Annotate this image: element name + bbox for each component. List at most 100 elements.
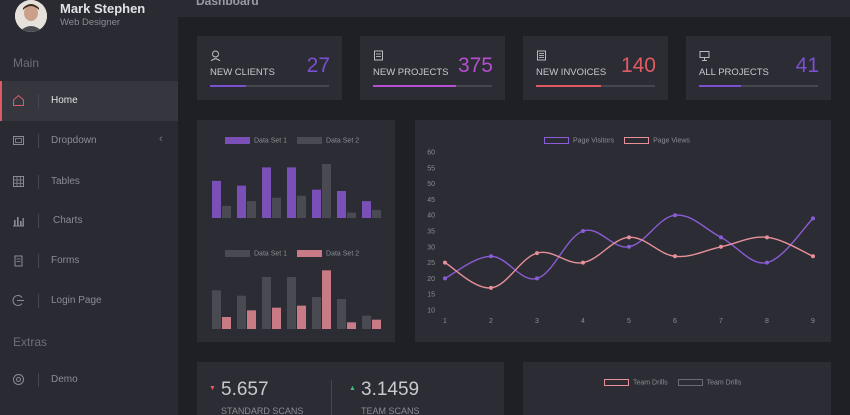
bar-data-set-2-7[interactable]: [372, 209, 381, 218]
legend-item[interactable]: Data Set 2: [297, 137, 359, 144]
profile-role: Web Designer: [60, 17, 121, 28]
bar-data-set-2-1[interactable]: [222, 317, 231, 329]
point-page-views-2[interactable]: [489, 285, 493, 290]
point-page-visitors-5[interactable]: [627, 244, 631, 249]
stat-card-new-clients[interactable]: NEW CLIENTS 27: [197, 36, 342, 100]
sidebar-item-forms[interactable]: Forms: [0, 241, 178, 281]
legend-item[interactable]: Data Set 2: [297, 250, 359, 257]
legend-item[interactable]: Page Visitors: [544, 137, 614, 144]
stat-label: NEW PROJECTS: [373, 67, 449, 78]
legend-swatch: [604, 379, 629, 386]
sidebar-item-charts[interactable]: Charts: [0, 201, 178, 241]
point-page-views-7[interactable]: [719, 244, 723, 249]
nav-separator: [38, 214, 39, 228]
bar-data-set-2-5[interactable]: [322, 164, 331, 218]
bar-data-set-1-1[interactable]: [212, 180, 221, 218]
stat-progress-track: [373, 85, 492, 87]
sidebar-item-home[interactable]: Home: [0, 81, 178, 121]
bar-data-set-1-7[interactable]: [362, 201, 371, 218]
y-tick-label: 15: [427, 292, 435, 299]
point-page-visitors-3[interactable]: [535, 276, 539, 281]
legend-item[interactable]: Team Drills: [604, 379, 668, 386]
sidebar-item-label: Dropdown: [51, 135, 97, 146]
legend-item[interactable]: Data Set 1: [225, 250, 287, 257]
bar-data-set-2-3[interactable]: [272, 197, 281, 218]
point-page-visitors-9[interactable]: [811, 216, 815, 221]
bar-data-set-2-3[interactable]: [272, 307, 281, 329]
kpi-value: 3.1459: [361, 379, 420, 400]
point-page-views-4[interactable]: [581, 260, 585, 265]
y-tick-label: 25: [427, 260, 435, 267]
point-page-visitors-2[interactable]: [489, 254, 493, 259]
bar-data-set-2-4[interactable]: [297, 195, 306, 218]
nav-separator: [38, 254, 39, 268]
bar-data-set-2-6[interactable]: [347, 322, 356, 329]
bar-data-set-1-2[interactable]: [237, 295, 246, 329]
point-page-views-8[interactable]: [765, 235, 769, 240]
stat-card-new-invoices[interactable]: NEW INVOICES 140: [523, 36, 668, 100]
top-header: Dashboard: [178, 0, 850, 17]
active-indicator: [0, 81, 2, 121]
bar-data-set-1-3[interactable]: [262, 277, 271, 329]
nav-separator: [38, 175, 39, 189]
legend-swatch: [225, 137, 250, 144]
bar-data-set-1-4[interactable]: [287, 277, 296, 329]
avatar[interactable]: [15, 0, 47, 32]
bar-data-set-1-6[interactable]: [337, 191, 346, 218]
stat-value: 27: [306, 54, 330, 77]
bar-data-set-2-5[interactable]: [322, 270, 331, 329]
page-title: Dashboard: [196, 0, 259, 8]
point-page-views-5[interactable]: [627, 235, 631, 240]
legend-item[interactable]: Data Set 1: [225, 137, 287, 144]
chevron-left-icon[interactable]: ‹: [159, 133, 163, 145]
point-page-visitors-1[interactable]: [443, 276, 447, 281]
point-page-views-6[interactable]: [673, 254, 677, 259]
bar-data-set-1-1[interactable]: [212, 290, 221, 329]
bar-data-set-2-2[interactable]: [247, 310, 256, 329]
stat-label: ALL PROJECTS: [699, 67, 769, 78]
bar-data-set-1-5[interactable]: [312, 297, 321, 329]
bar-data-set-1-2[interactable]: [237, 185, 246, 218]
y-tick-label: 50: [427, 181, 435, 188]
y-tick-label: 10: [427, 308, 435, 315]
profile-name: Mark Stephen: [60, 1, 146, 16]
point-page-visitors-4[interactable]: [581, 229, 585, 233]
legend-item[interactable]: Page Views: [624, 137, 690, 144]
bar-data-set-1-6[interactable]: [337, 299, 346, 329]
bar-data-set-1-5[interactable]: [312, 189, 321, 218]
point-page-views-3[interactable]: [535, 251, 539, 256]
legend-label: Data Set 1: [254, 137, 288, 145]
point-page-visitors-8[interactable]: [765, 260, 769, 265]
point-page-visitors-7[interactable]: [719, 235, 723, 240]
stat-progress-track: [536, 85, 655, 87]
point-page-views-1[interactable]: [443, 260, 447, 265]
bar-data-set-2-6[interactable]: [347, 212, 356, 218]
point-page-visitors-6[interactable]: [673, 213, 677, 218]
sidebar-item-dropdown[interactable]: Dropdown ‹: [0, 121, 178, 161]
nav-separator: [38, 373, 39, 387]
stat-progress-track: [210, 85, 329, 87]
bar-data-set-2-2[interactable]: [247, 201, 256, 218]
legend-item[interactable]: Team Drills: [677, 379, 741, 386]
y-tick-label: 55: [427, 165, 435, 172]
bar-data-set-2-4[interactable]: [297, 305, 306, 329]
line-chart-legend: Page Visitors Page Views: [544, 137, 698, 144]
nav-separator: [38, 94, 39, 108]
legend-label: Page Visitors: [573, 137, 615, 145]
user-profile[interactable]: Mark Stephen Web Designer: [0, 0, 178, 34]
bar-chart-1-legend: Data Set 1 Data Set 2: [225, 137, 367, 144]
point-page-views-9[interactable]: [811, 254, 815, 259]
bar-data-set-2-7[interactable]: [372, 319, 381, 329]
x-tick-label: 4: [581, 318, 585, 325]
line-chart-panel: Page Visitors Page Views 10 15 20 25 30 35 40 4…: [415, 120, 831, 342]
bar-data-set-1-4[interactable]: [287, 167, 296, 218]
sidebar-item-demo[interactable]: Demo: [0, 360, 178, 400]
bar-data-set-1-7[interactable]: [362, 315, 371, 329]
sidebar-item-login-page[interactable]: Login Page: [0, 281, 178, 321]
sidebar-item-tables[interactable]: Tables: [0, 162, 178, 202]
stat-card-new-projects[interactable]: NEW PROJECTS 375: [360, 36, 505, 100]
stat-card-all-projects[interactable]: ALL PROJECTS 41: [686, 36, 831, 100]
bar-data-set-1-3[interactable]: [262, 167, 271, 218]
bar-data-set-2-1[interactable]: [222, 205, 231, 218]
